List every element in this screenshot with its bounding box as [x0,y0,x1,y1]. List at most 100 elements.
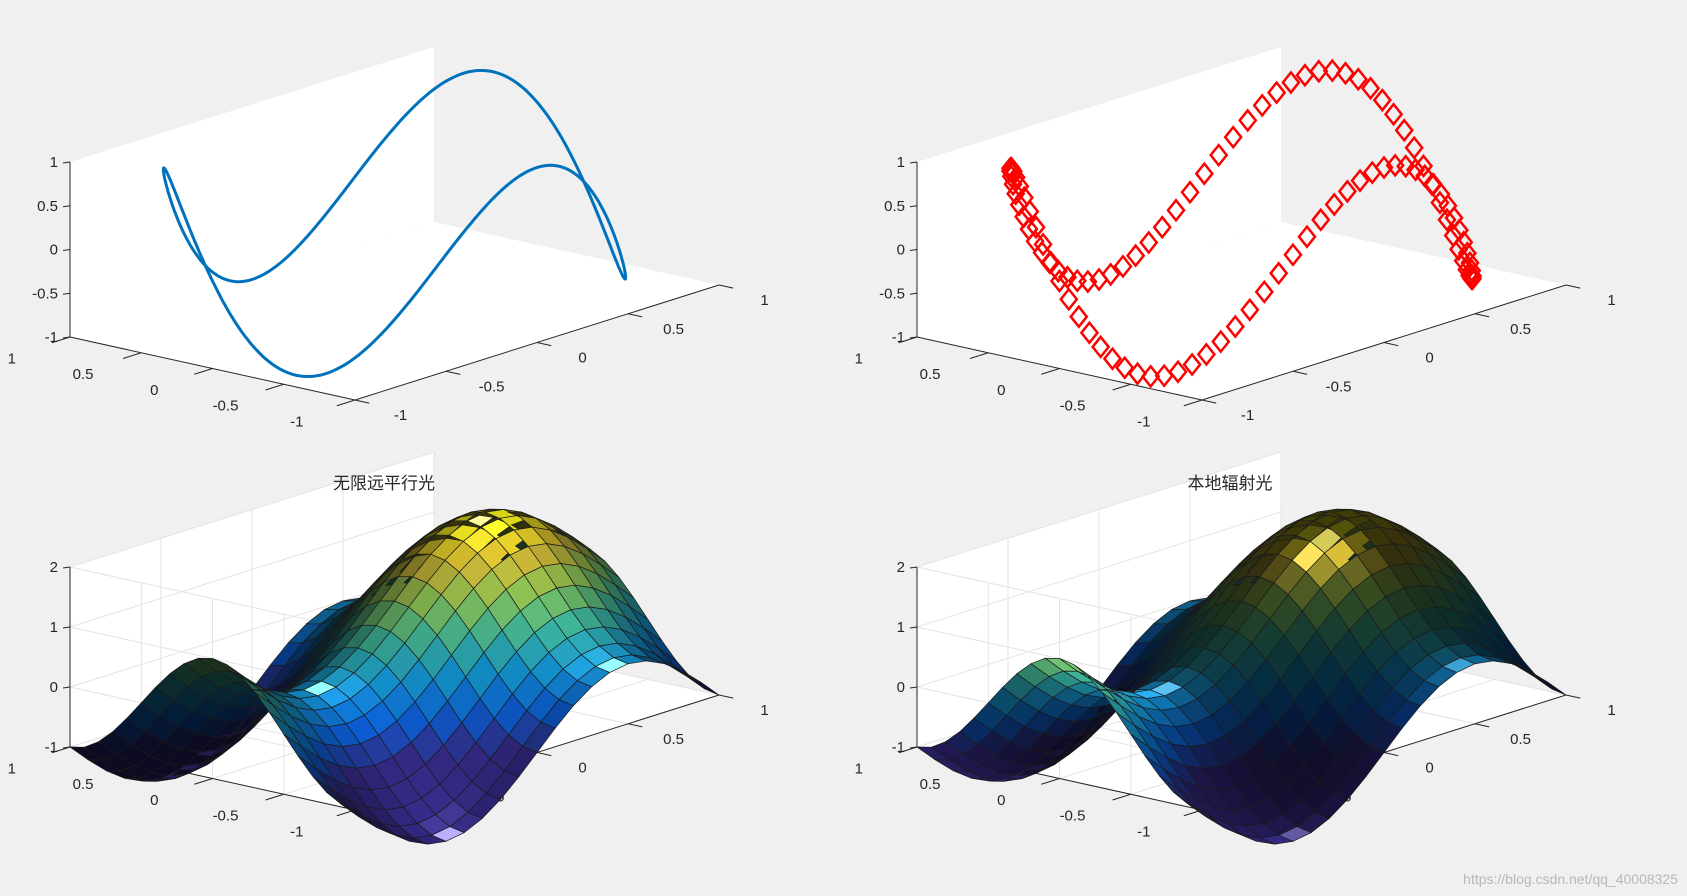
y-tick-label: 0 [150,792,158,809]
x-tick [627,313,643,318]
y-tick-label: -0.5 [213,398,239,415]
z-tick-label: 1 [897,619,905,636]
diamond-marker [1437,207,1457,232]
y-tick-label: -1 [1137,823,1150,840]
plot-top-right-markers: -1 -0.5 0 0.5 1 -1 -0.5 0 0.5 1 -1 -0.5 0 0.5 1 [855,47,1616,430]
diamond-marker [1010,174,1030,199]
y-tick [336,399,356,407]
plot-content: -1 -0.5 0 0.5 1 -1 -0.5 0 0.5 1 -1 -0.5 0 0.5 1 [855,47,1616,430]
diamond-marker [1457,257,1477,282]
diamond-marker [1443,223,1463,248]
diamond-marker [1309,59,1329,84]
diamond-marker [1281,70,1301,95]
x-tick-label: 1 [760,702,768,719]
diamond-marker [1283,242,1303,267]
y-tick-label: -1 [290,413,303,430]
diamond-marker [1026,215,1046,240]
diamond-marker [1396,154,1416,179]
diamond-marker [1394,118,1414,143]
plot-top-left-curve: -1 -0.5 0 0.5 1 -1 -0.5 0 0.5 1 -1 -0.5 0 0.5 1 [8,47,769,430]
x-tick-label: 1 [1607,292,1615,309]
diamond-marker [1102,346,1123,371]
y-tick [122,352,142,359]
y-tick-label: 1 [8,760,16,777]
z-tick-label: 1 [50,619,58,636]
y-tick-label: 0 [997,382,1005,399]
y-tick [1041,778,1060,785]
z-tick [909,205,918,208]
y-tick [898,746,918,754]
diamond-marker [1079,320,1100,345]
diamond-marker [1322,58,1342,83]
diamond-marker [1350,168,1370,193]
diamond-marker [1139,230,1159,255]
x-tick [1292,370,1308,375]
plot-content: -1 -0.5 0 0.5 1 -1 -0.5 0 0.5 1 -1 -0.5 0 0.5 1 [8,47,769,430]
diamond-marker [1168,359,1188,384]
y-tick [1112,793,1131,801]
z-tick [909,626,918,629]
z-tick [62,566,71,569]
y-tick-label: -1 [290,823,303,840]
diamond-marker [1182,352,1202,377]
z-tick [909,292,918,295]
diamond-marker [1196,342,1216,367]
curve-series [161,69,628,378]
x-tick-label: 0.5 [663,321,684,338]
diamond-marker [1209,143,1229,168]
diamond-marker [1127,361,1148,386]
diamond-marker [1059,287,1079,312]
y-tick [1112,383,1131,391]
y-tick [1183,399,1203,407]
z-tick [62,249,71,251]
x-tick-label: 0 [578,760,586,777]
x-tick [1201,399,1217,404]
z-tick-label: 0 [897,242,905,259]
diamond-marker [1101,262,1121,287]
diamond-marker [1422,172,1442,197]
diamond-marker [1211,329,1231,354]
x-tick [1383,342,1399,347]
diamond-marker [1166,198,1186,223]
x-tick [1474,313,1490,318]
diamond-marker [1003,159,1023,184]
z-tick [909,249,918,251]
z-tick [62,626,71,629]
y-tick [194,778,213,785]
diamond-marker [1267,80,1287,105]
z-tick-label: 0 [897,679,905,696]
diamond-marker [1372,88,1392,113]
diamond-marker [1238,108,1258,133]
y-tick [51,746,71,754]
diamond-marker [1457,241,1477,266]
y-tick-label: 0.5 [920,776,941,793]
diamond-marker [1460,263,1480,288]
diamond-marker [1033,232,1053,257]
watermark: https://blog.csdn.net/qq_40008325 [1463,871,1678,887]
z-tick-label: 0.5 [37,198,58,215]
diamond-marker [1405,157,1426,182]
y-tick [194,368,213,375]
x-tick [627,723,643,728]
z-tick [909,161,918,164]
z-tick-label: -1 [45,739,58,756]
diamond-marker [1254,279,1274,304]
z-tick-label: 0 [50,679,58,696]
z-tick [909,566,918,569]
diamond-marker [1194,161,1214,186]
y-tick [51,336,71,344]
diamond-marker [1295,63,1315,88]
z-tick-label: -1 [45,329,58,346]
diamond-marker [1324,192,1344,217]
y-tick [969,352,989,359]
y-tick-label: 0.5 [73,366,94,383]
y-tick-label: 1 [855,350,863,367]
x-tick [1565,694,1581,699]
diamond-marker [1404,135,1424,160]
z-tick [62,686,71,689]
x-tick [536,342,552,347]
x-tick [718,284,734,289]
